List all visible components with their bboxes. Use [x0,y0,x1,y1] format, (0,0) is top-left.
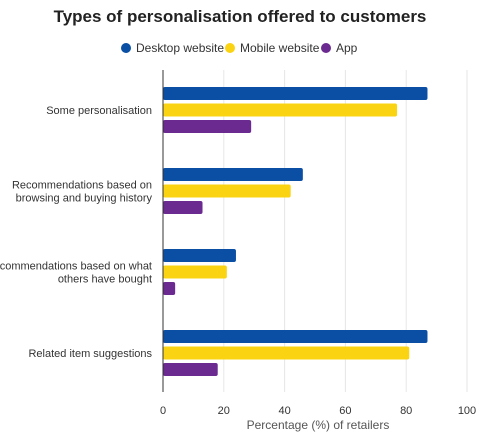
legend-label: Mobile website [240,41,320,55]
legend-swatch [225,43,235,53]
x-tick-label: 20 [218,405,230,417]
x-tick-label: 60 [339,405,351,417]
legend-swatch [121,43,131,53]
category-label: Recommendations based on browsing and buy… [12,180,153,205]
bar [163,87,428,100]
x-tick-label: 100 [458,405,476,417]
x-tick-label: 0 [160,405,166,417]
x-tick-label: 40 [278,405,290,417]
legend-swatch [321,43,331,53]
legend-label: App [336,41,358,55]
category-labels: Some personalisation Recommendations base… [0,105,152,360]
bar [163,282,176,295]
category-label: Some personalisation [46,105,152,117]
category-label: Recommendations based on what others have… [0,261,152,286]
legend: Desktop website Mobile website App [121,41,358,55]
x-tick-labels: 0 20 40 60 80 100 [160,405,476,417]
bar [163,184,291,198]
bar [163,120,252,133]
bar [163,249,236,262]
x-axis-title: Percentage (%) of retailers [247,418,390,432]
chart-title: Types of personalisation offered to cust… [54,7,427,26]
bar [163,346,410,360]
bars [163,87,428,376]
bar [163,265,227,279]
gridlines [223,70,468,392]
legend-label: Desktop website [136,41,224,55]
bar [163,201,203,214]
bar [163,330,428,343]
bar [163,103,398,117]
bar [163,168,303,181]
x-tick-label: 80 [400,405,412,417]
category-label: Related item suggestions [28,348,152,360]
bar [163,363,218,376]
